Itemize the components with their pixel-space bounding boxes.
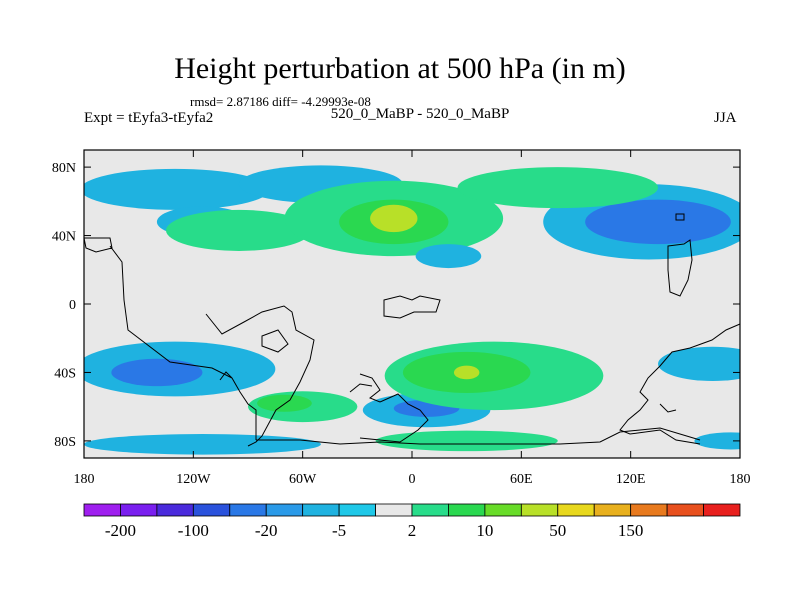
colorbar-swatch-13 — [557, 503, 595, 517]
colorbar-label-5: 10 — [476, 521, 493, 540]
colorbar-swatch-12 — [520, 503, 559, 517]
colorbar-label-7: 150 — [618, 521, 644, 540]
contour-region-3 — [585, 199, 731, 245]
colorbar-swatch-11 — [484, 503, 522, 517]
colorbar-label-0: -200 — [105, 521, 136, 540]
x-tick-label-4: 60E — [510, 472, 533, 487]
colorbar-swatch-15 — [630, 503, 668, 517]
colorbar-swatch-4 — [229, 503, 267, 517]
experiment-label: Expt = tEyfa3-tEyfa2 — [84, 110, 214, 126]
case-label: 520_0_MaBP - 520_0_MaBP — [330, 106, 510, 122]
contour-region-10 — [415, 244, 482, 269]
x-tick-label-2: 60W — [289, 472, 317, 487]
coastline-africa-europe — [349, 295, 441, 443]
coastline-americas — [83, 237, 315, 447]
y-tick-label-1: 40N — [52, 230, 76, 245]
chart-title: Height perturbation at 500 hPa (in m) — [174, 52, 626, 85]
contour-region-20 — [84, 434, 321, 455]
colorbar-swatch-16 — [666, 503, 704, 517]
x-tick-label-1: 120W — [176, 472, 211, 487]
colorbar-swatch-1 — [120, 503, 158, 517]
coastlines — [83, 213, 741, 447]
colorbar-label-2: -20 — [255, 521, 278, 540]
colorbar-swatch-10 — [448, 503, 486, 517]
season-label: JJA — [714, 110, 737, 126]
coastline-asia-australia — [619, 213, 741, 445]
colorbar-label-3: -5 — [332, 521, 346, 540]
colorbar-swatch-3 — [192, 503, 231, 517]
colorbar-swatch-9 — [411, 503, 449, 517]
stats-label: rmsd= 2.87186 diff= -4.29993e-08 — [190, 94, 371, 109]
y-tick-label-3: 40S — [54, 366, 76, 381]
coastline-antarctica — [256, 427, 701, 445]
x-tick-label-6: 180 — [730, 472, 751, 487]
contour-region-5 — [166, 209, 312, 251]
colorbar-swatch-5 — [265, 503, 304, 517]
colorbar-swatch-0 — [83, 503, 121, 517]
colorbar-label-4: 2 — [408, 521, 417, 540]
y-tick-label-2: 0 — [69, 298, 76, 313]
contour-region-22 — [694, 432, 740, 450]
contour-region-9 — [457, 167, 658, 209]
contour-region-12 — [111, 358, 203, 387]
x-tick-label-5: 120E — [616, 472, 646, 487]
contour-region-8 — [370, 204, 418, 233]
colorbar-swatch-17 — [703, 503, 741, 517]
contour-region-23 — [375, 430, 558, 452]
contour-region-16 — [257, 394, 312, 412]
colorbar-swatch-7 — [338, 503, 376, 517]
colorbar-label-1: -100 — [178, 521, 209, 540]
x-tick-label-3: 0 — [409, 472, 416, 487]
colorbar-swatch-2 — [156, 503, 194, 517]
colorbar-label-6: 50 — [549, 521, 566, 540]
y-tick-label-0: 80N — [52, 161, 76, 176]
colorbar-swatch-8 — [375, 503, 413, 517]
colorbar-swatch-14 — [593, 503, 632, 517]
y-tick-label-4: 80S — [54, 435, 76, 450]
contour-region-21 — [658, 346, 740, 381]
contour-region-0 — [84, 168, 270, 210]
contour-region-19 — [453, 365, 480, 380]
colorbar-swatch-6 — [302, 503, 340, 517]
x-tick-label-0: 180 — [74, 472, 95, 487]
